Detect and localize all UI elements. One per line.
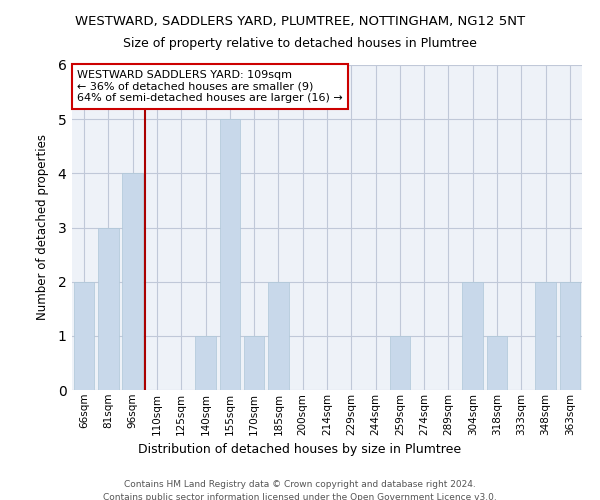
Bar xyxy=(463,282,483,390)
Bar xyxy=(535,282,556,390)
Bar xyxy=(268,282,289,390)
Bar xyxy=(560,282,580,390)
Bar xyxy=(98,228,119,390)
Bar xyxy=(195,336,216,390)
Text: WESTWARD, SADDLERS YARD, PLUMTREE, NOTTINGHAM, NG12 5NT: WESTWARD, SADDLERS YARD, PLUMTREE, NOTTI… xyxy=(75,15,525,28)
Bar xyxy=(122,174,143,390)
Y-axis label: Number of detached properties: Number of detached properties xyxy=(36,134,49,320)
Bar xyxy=(487,336,508,390)
Bar xyxy=(74,282,94,390)
Text: Distribution of detached houses by size in Plumtree: Distribution of detached houses by size … xyxy=(139,442,461,456)
Text: WESTWARD SADDLERS YARD: 109sqm
← 36% of detached houses are smaller (9)
64% of s: WESTWARD SADDLERS YARD: 109sqm ← 36% of … xyxy=(77,70,343,103)
Bar xyxy=(244,336,265,390)
Bar xyxy=(220,119,240,390)
Text: Contains HM Land Registry data © Crown copyright and database right 2024.: Contains HM Land Registry data © Crown c… xyxy=(124,480,476,489)
Text: Size of property relative to detached houses in Plumtree: Size of property relative to detached ho… xyxy=(123,38,477,51)
Bar xyxy=(389,336,410,390)
Text: Contains public sector information licensed under the Open Government Licence v3: Contains public sector information licen… xyxy=(103,492,497,500)
